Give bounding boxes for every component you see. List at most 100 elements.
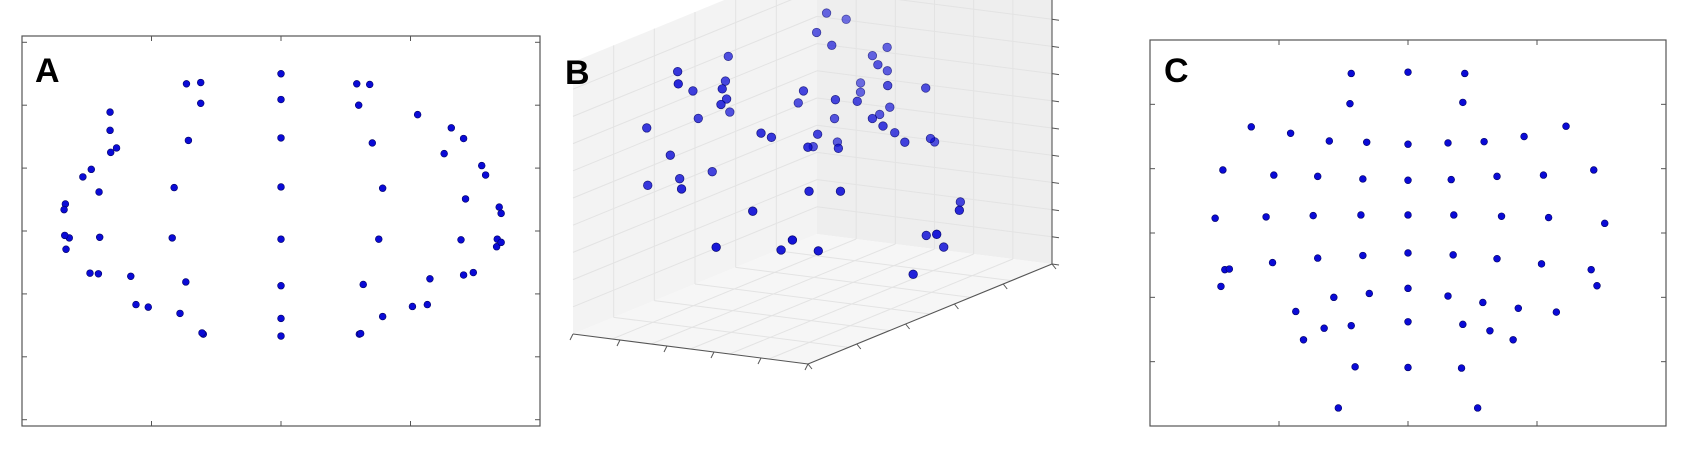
data-point	[1404, 249, 1412, 257]
data-point	[1404, 363, 1412, 372]
data-point	[413, 110, 422, 119]
panel-b: B	[552, 0, 1132, 466]
data-point	[642, 123, 652, 133]
data-point	[447, 124, 455, 132]
data-point	[1493, 172, 1501, 181]
panel-c-points	[1211, 68, 1609, 412]
grid-line	[572, 0, 792, 90]
data-point	[882, 66, 892, 76]
data-point	[798, 86, 809, 96]
data-point	[867, 113, 878, 124]
data-point	[676, 184, 687, 194]
data-point	[95, 233, 104, 241]
data-point	[813, 246, 823, 256]
data-point	[492, 243, 501, 251]
data-point	[675, 174, 685, 184]
grid-line	[572, 97, 818, 199]
data-point	[469, 268, 478, 277]
data-point	[277, 235, 285, 243]
panel-a-ticks	[22, 36, 540, 426]
data-point	[665, 150, 675, 160]
data-point	[106, 108, 114, 116]
data-point	[776, 245, 786, 255]
data-point	[495, 203, 503, 211]
data-point	[1461, 69, 1469, 78]
data-point	[359, 280, 367, 289]
data-point	[1247, 123, 1255, 131]
data-point	[1590, 166, 1598, 174]
data-point	[939, 242, 949, 252]
data-point	[353, 80, 361, 88]
data-point	[932, 229, 942, 239]
grid-line	[572, 124, 818, 226]
data-point	[827, 40, 837, 50]
panel-c-frame	[1149, 39, 1667, 427]
data-point	[1219, 166, 1227, 174]
data-point	[144, 303, 152, 311]
data-point	[426, 275, 434, 283]
data-point	[1309, 211, 1317, 220]
grid-line	[816, 179, 1053, 211]
data-point	[277, 95, 285, 104]
data-point	[478, 161, 486, 170]
data-point	[841, 14, 851, 24]
data-point	[132, 300, 140, 309]
z-tick	[1051, 263, 1060, 266]
data-point	[766, 132, 777, 142]
data-point	[875, 109, 885, 120]
data-point	[497, 209, 505, 218]
data-point	[277, 134, 285, 142]
data-point	[873, 60, 883, 70]
data-point	[885, 102, 895, 112]
data-point	[925, 133, 936, 144]
data-point	[748, 206, 758, 216]
data-point	[457, 236, 465, 244]
y-tick	[905, 323, 910, 330]
data-point	[643, 180, 653, 190]
y-tick	[954, 303, 959, 310]
data-point	[461, 195, 470, 203]
panel-a-chart: A	[21, 35, 541, 427]
data-point	[720, 76, 731, 86]
data-point	[1299, 336, 1308, 344]
data-point	[60, 205, 68, 214]
y-tick	[1002, 283, 1008, 290]
z-tick	[1051, 100, 1060, 103]
data-point	[459, 271, 468, 279]
data-point	[878, 121, 888, 131]
grid-line	[816, 206, 1053, 238]
data-point	[1314, 172, 1322, 181]
data-point	[688, 86, 698, 96]
panel-c: C	[1149, 39, 1667, 427]
data-point	[721, 94, 732, 104]
data-point	[711, 242, 721, 252]
data-point	[277, 183, 285, 191]
data-point	[1404, 211, 1412, 219]
z-tick	[1051, 18, 1060, 21]
x-tick	[569, 333, 574, 341]
data-point	[277, 70, 285, 78]
data-point	[106, 126, 114, 135]
grid-line	[816, 43, 1053, 75]
panel-b-label: B	[565, 54, 590, 92]
data-point	[277, 314, 285, 323]
axis-line	[807, 263, 1053, 365]
data-point	[79, 173, 87, 181]
data-point	[197, 78, 205, 87]
grid-line	[572, 15, 818, 117]
data-point	[168, 234, 176, 242]
data-point	[890, 128, 900, 138]
data-point	[95, 188, 103, 196]
data-point	[1262, 213, 1270, 221]
x-tick	[710, 351, 715, 359]
data-point	[356, 329, 365, 338]
z-tick	[1051, 181, 1060, 184]
y-tick	[856, 343, 862, 350]
data-point	[1447, 175, 1455, 184]
data-point	[855, 78, 866, 88]
data-point	[198, 329, 206, 337]
data-point	[94, 270, 103, 278]
data-point	[355, 101, 363, 109]
data-point	[1473, 404, 1482, 412]
data-point	[1330, 293, 1338, 302]
